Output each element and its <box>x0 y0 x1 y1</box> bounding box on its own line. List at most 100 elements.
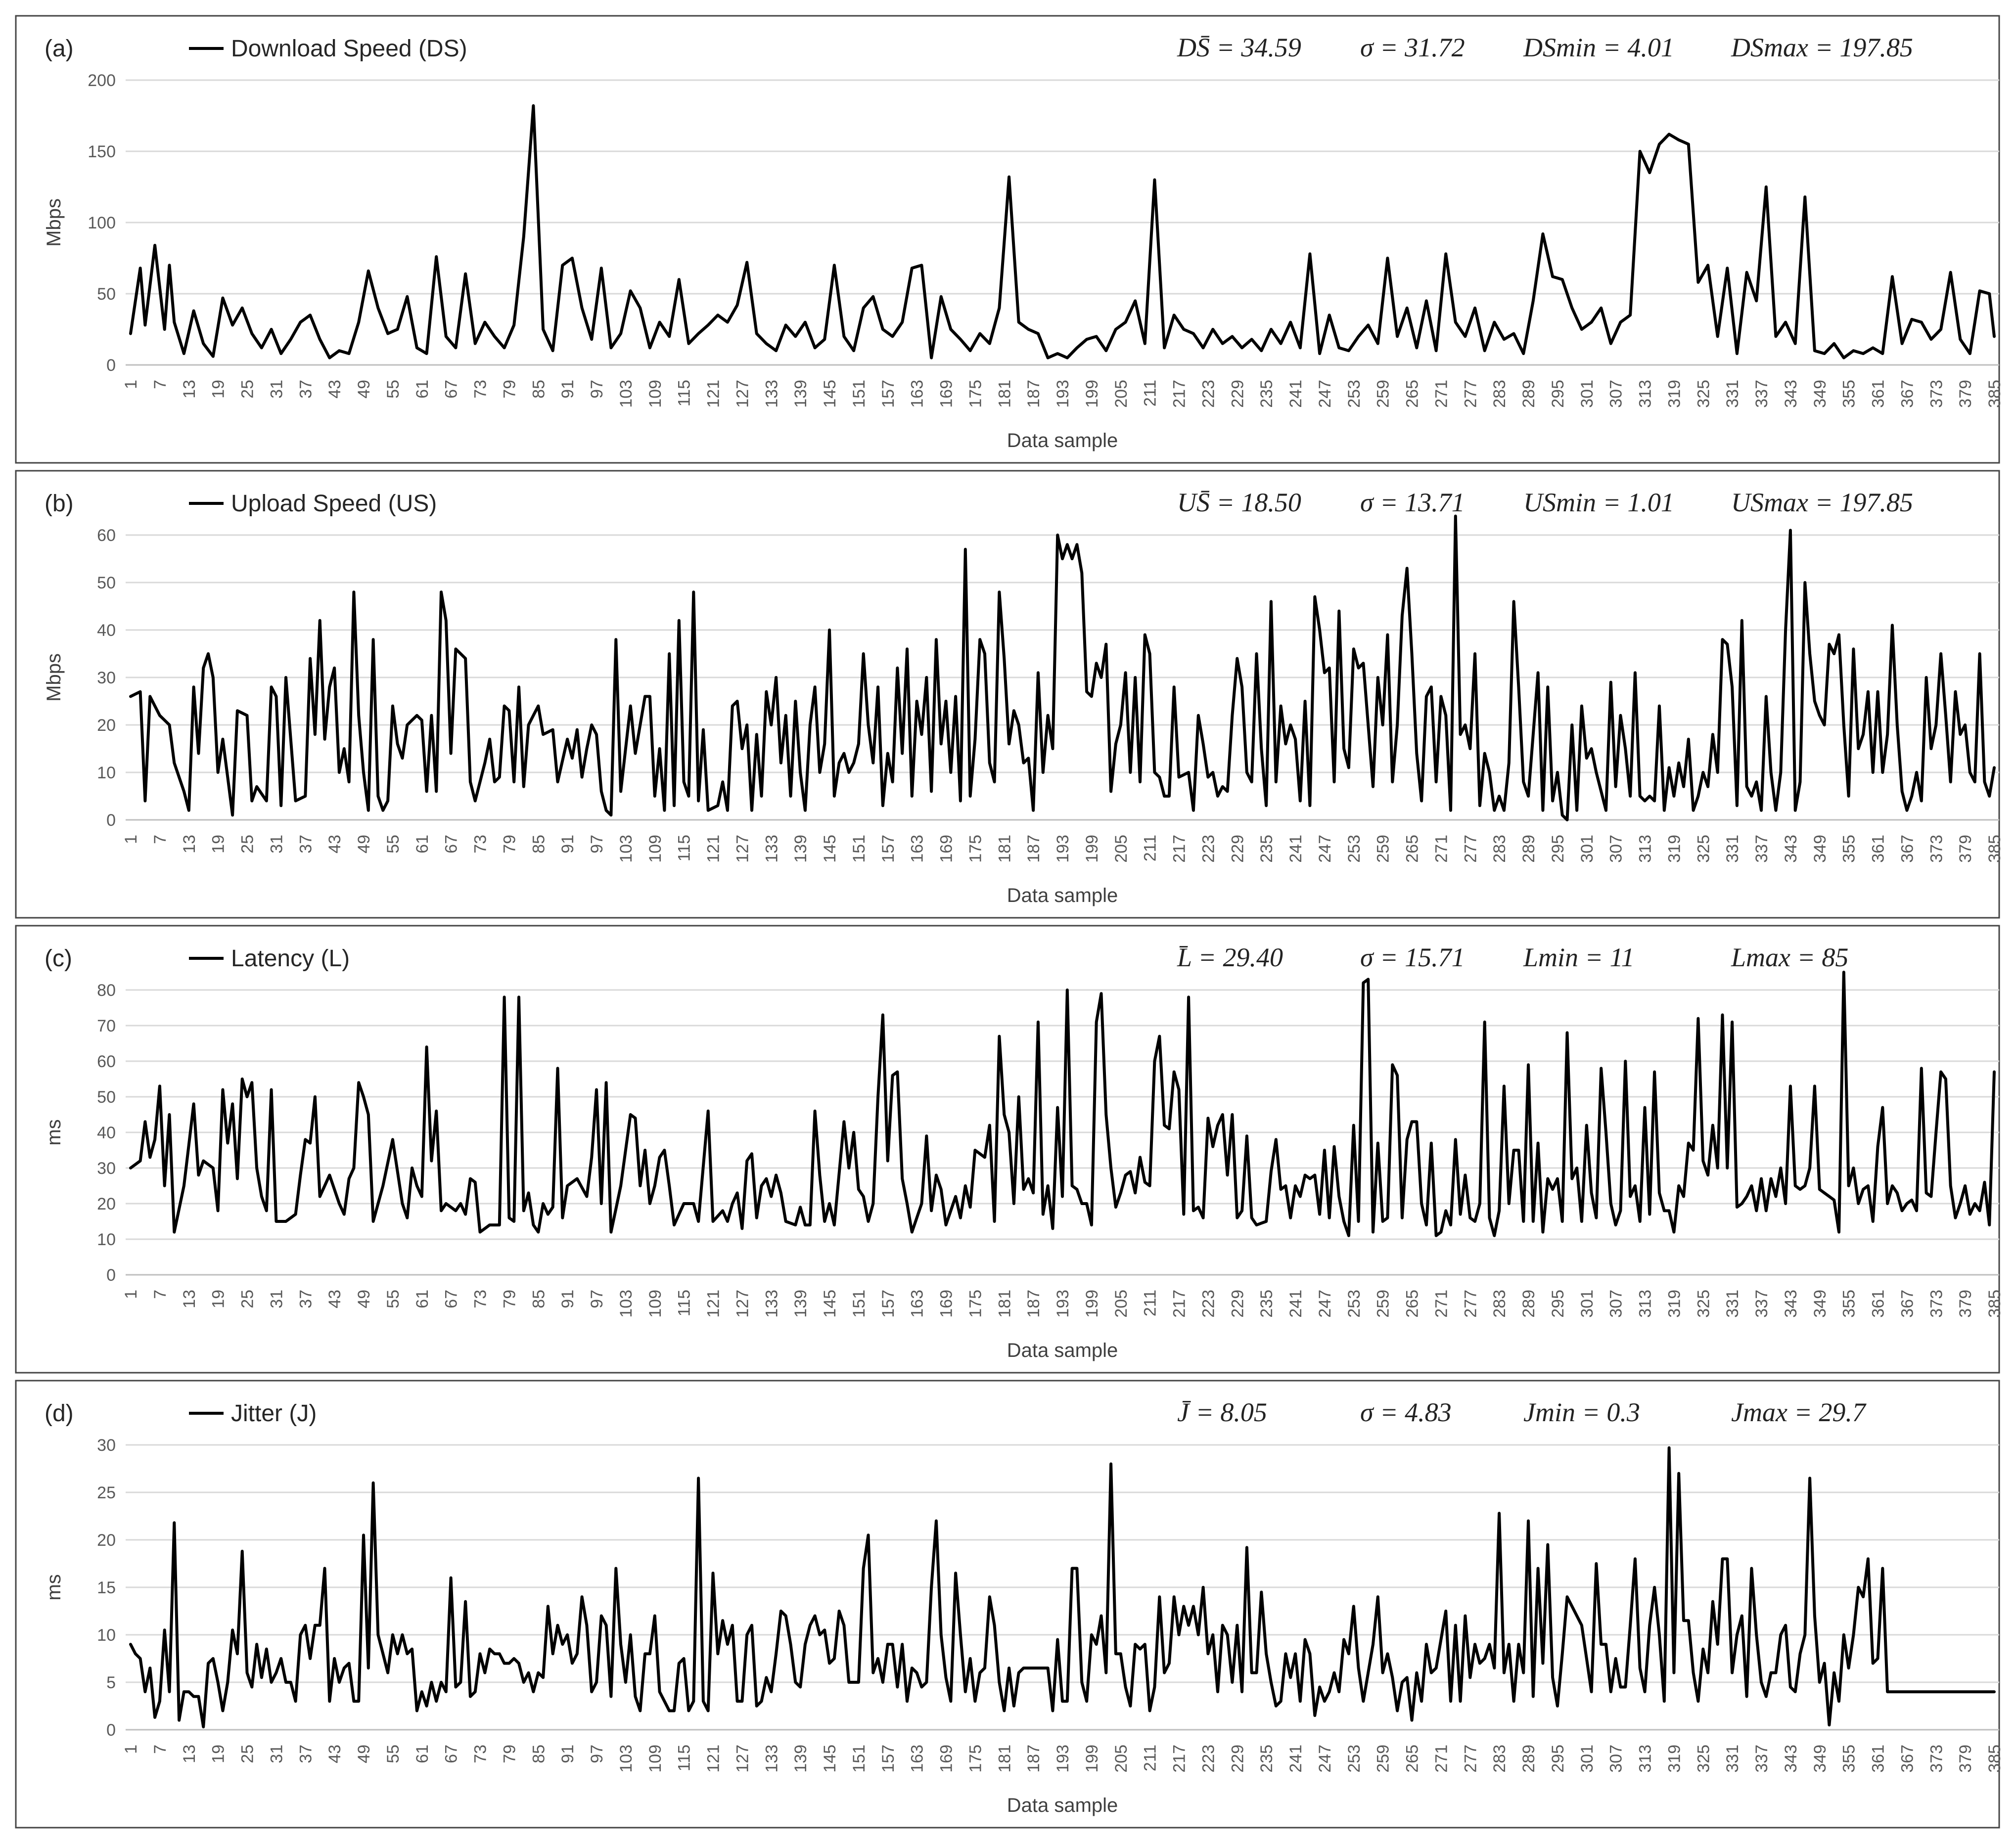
x-tick-label: 211 <box>1141 835 1160 861</box>
x-tick-label: 133 <box>762 835 781 863</box>
x-tick-label: 145 <box>821 1290 839 1318</box>
x-tick-label: 319 <box>1665 380 1684 408</box>
x-tick-label: 55 <box>384 1290 403 1308</box>
x-tick-label: 295 <box>1549 835 1567 863</box>
x-tick-label: 271 <box>1432 1745 1451 1773</box>
y-tick-label: 50 <box>97 1088 116 1107</box>
x-tick-label: 265 <box>1403 835 1422 863</box>
x-tick-label: 97 <box>588 1745 606 1763</box>
y-tick-label: 30 <box>97 1436 116 1455</box>
x-tick-label: 307 <box>1607 1745 1626 1773</box>
x-tick-label: 241 <box>1286 1290 1305 1318</box>
x-tick-label: 301 <box>1578 380 1597 408</box>
x-tick-label: 187 <box>1024 1745 1043 1773</box>
x-tick-label: 157 <box>879 835 898 863</box>
x-tick-label: 181 <box>995 1745 1014 1773</box>
x-tick-label: 289 <box>1519 1745 1538 1773</box>
x-tick-label: 325 <box>1694 835 1713 863</box>
x-tick-label: 109 <box>646 1745 665 1773</box>
x-tick-label: 199 <box>1083 835 1101 863</box>
x-tick-label: 259 <box>1374 380 1393 408</box>
chart-panel: 0 50 100 150 200 1 7 13 19 25 31 37 43 49 55 61 67 73 79 85… <box>15 15 2004 464</box>
x-tick-label: 361 <box>1869 380 1888 408</box>
x-tick-label: 79 <box>500 380 519 399</box>
x-tick-label: 211 <box>1141 1745 1160 1771</box>
x-tick-label: 343 <box>1782 380 1800 408</box>
y-tick-label: 40 <box>97 621 116 640</box>
x-tick-label: 229 <box>1228 1745 1247 1773</box>
x-tick-label: 127 <box>733 380 752 408</box>
y-tick-label: 80 <box>97 981 116 1000</box>
y-tick-label: 15 <box>97 1578 116 1597</box>
x-tick-label: 277 <box>1461 835 1480 863</box>
x-tick-label: 139 <box>791 835 810 863</box>
x-tick-label: 379 <box>1956 1745 1975 1773</box>
y-tick-label: 60 <box>97 1052 116 1071</box>
panel-frame <box>15 15 2000 464</box>
x-tick-label: 157 <box>879 1745 898 1773</box>
x-tick-label: 211 <box>1141 1290 1160 1316</box>
x-tick-label: 331 <box>1723 1745 1742 1773</box>
x-tick-label: 31 <box>267 380 286 399</box>
x-tick-label: 313 <box>1636 1745 1655 1773</box>
y-tick-label: 50 <box>97 285 116 304</box>
x-tick-label: 265 <box>1403 1745 1422 1773</box>
y-tick-label: 5 <box>106 1673 116 1692</box>
x-tick-label: 199 <box>1083 1290 1101 1318</box>
x-tick-label: 79 <box>500 1290 519 1308</box>
x-tick-label: 121 <box>704 835 723 863</box>
x-tick-label: 85 <box>529 835 548 853</box>
x-tick-label: 337 <box>1752 1745 1771 1773</box>
x-tick-label: 73 <box>471 1290 490 1308</box>
x-tick-label: 61 <box>413 1745 432 1763</box>
stat-annotation: USmax = 197.85 <box>1731 488 1913 517</box>
y-tick-label: 10 <box>97 1626 116 1645</box>
x-tick-label: 331 <box>1723 380 1742 408</box>
x-axis-title: Data sample <box>1007 885 1118 906</box>
stat-annotation: σ = 31.72 <box>1360 33 1465 62</box>
y-tick-label: 40 <box>97 1123 116 1142</box>
x-tick-label: 229 <box>1228 835 1247 863</box>
x-tick-label: 373 <box>1927 1745 1946 1773</box>
x-tick-label: 151 <box>850 835 869 863</box>
stat-annotation: L̄ = 29.40 <box>1177 943 1283 972</box>
x-tick-label: 19 <box>209 380 228 399</box>
x-tick-label: 247 <box>1316 835 1334 863</box>
x-tick-label: 295 <box>1549 380 1567 408</box>
panel-frame <box>15 925 2000 1374</box>
x-tick-label: 49 <box>355 1290 373 1308</box>
x-tick-label: 313 <box>1636 835 1655 863</box>
series-line <box>129 104 1996 359</box>
x-tick-label: 139 <box>791 1290 810 1318</box>
y-tick-label: 70 <box>97 1017 116 1035</box>
x-tick-label: 31 <box>267 835 286 853</box>
chart-panel: 0 10 20 30 40 50 60 70 80 1 7 13 19 25 31 37 43 49 55 61 67 7… <box>15 925 2004 1374</box>
x-tick-label: 355 <box>1840 1290 1859 1318</box>
x-tick-label: 139 <box>791 380 810 408</box>
y-tick-label: 10 <box>97 763 116 782</box>
x-tick-label: 163 <box>908 835 927 863</box>
x-tick-label: 121 <box>704 380 723 408</box>
x-tick-label: 67 <box>442 1290 461 1308</box>
x-tick-label: 163 <box>908 380 927 408</box>
x-tick-label: 283 <box>1490 1745 1509 1773</box>
x-tick-label: 19 <box>209 1290 228 1308</box>
legend-label: Download Speed (DS) <box>231 36 467 62</box>
x-tick-label: 193 <box>1054 380 1072 408</box>
x-tick-label: 85 <box>529 1745 548 1763</box>
x-tick-label: 115 <box>675 1290 694 1316</box>
x-tick-label: 217 <box>1170 1745 1189 1773</box>
x-tick-label: 115 <box>675 380 694 406</box>
x-tick-label: 253 <box>1345 1290 1364 1318</box>
x-tick-label: 103 <box>617 835 636 863</box>
x-tick-label: 253 <box>1345 380 1364 408</box>
x-tick-label: 211 <box>1141 380 1160 406</box>
x-tick-label: 115 <box>675 1745 694 1771</box>
x-tick-label: 373 <box>1927 1290 1946 1318</box>
x-tick-label: 355 <box>1840 380 1859 408</box>
x-tick-label: 301 <box>1578 1290 1597 1318</box>
y-tick-label: 20 <box>97 716 116 735</box>
stat-annotation: Jmax = 29.7 <box>1731 1397 1867 1427</box>
x-tick-label: 127 <box>733 835 752 863</box>
